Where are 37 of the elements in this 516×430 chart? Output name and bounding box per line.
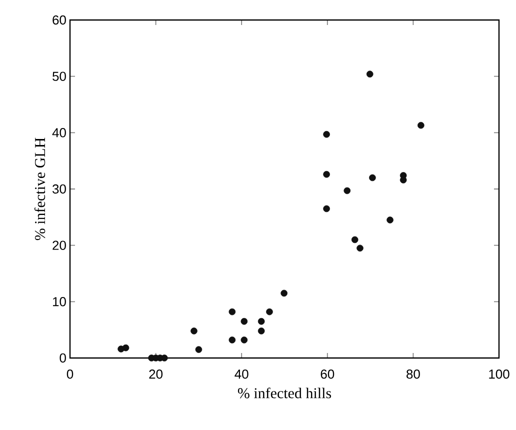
point <box>323 130 330 138</box>
point <box>258 318 265 325</box>
point <box>356 244 364 252</box>
point <box>195 346 202 353</box>
y-tick-label: 10 <box>53 297 66 306</box>
y-tick-label: 50 <box>52 72 66 81</box>
point <box>369 174 376 182</box>
y-tick-label: 0 <box>60 353 66 363</box>
point <box>344 187 351 194</box>
y-tick-label: 40 <box>52 128 66 138</box>
y-tick-label: 30 <box>52 184 66 194</box>
x-tick-label: 0 <box>66 370 74 379</box>
x-tick-label: 40 <box>234 370 248 379</box>
point <box>228 308 236 316</box>
point <box>266 308 273 316</box>
point <box>228 336 236 344</box>
x-tick-label: 80 <box>406 370 420 379</box>
y-tick-label: 20 <box>52 240 66 250</box>
point <box>323 205 330 212</box>
point <box>190 328 198 334</box>
point <box>366 70 374 78</box>
point <box>400 176 407 184</box>
point <box>386 216 394 224</box>
y-tick-label: 60 <box>52 15 66 25</box>
point <box>122 344 130 352</box>
point <box>418 122 424 129</box>
point <box>258 328 265 334</box>
y-axis-title: % infective GLH <box>34 138 46 240</box>
x-tick-label: 60 <box>320 370 334 379</box>
x-axis-title: % infected hills <box>238 388 332 398</box>
point <box>323 170 330 178</box>
point <box>351 236 358 244</box>
point <box>280 290 288 297</box>
point <box>240 336 248 344</box>
x-tick-label: 100 <box>489 370 510 379</box>
x-tick-label: 20 <box>149 370 163 379</box>
point <box>240 318 248 325</box>
